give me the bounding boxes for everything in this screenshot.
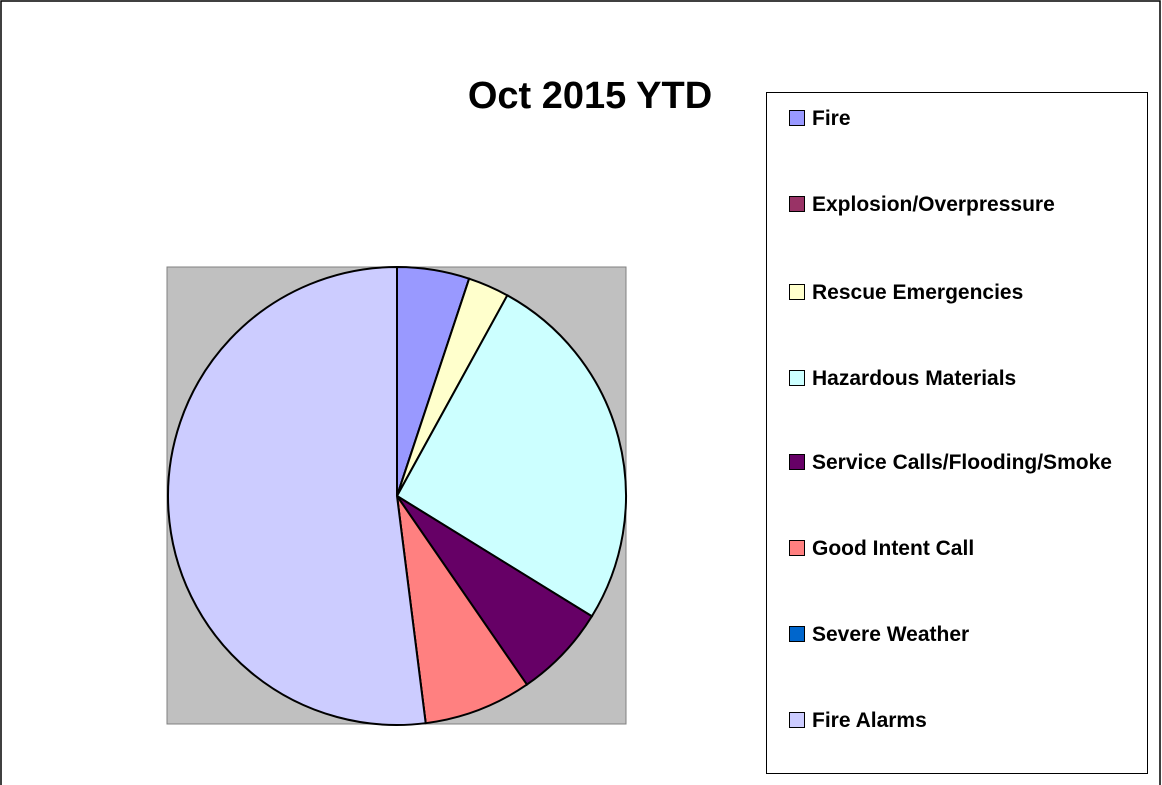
legend-swatch (789, 284, 805, 300)
pie-slice (395, 293, 627, 618)
legend-swatch (789, 626, 805, 642)
chart-title: Oct 2015 YTD (468, 75, 712, 117)
legend-item: Rescue Emergencies (789, 275, 1134, 311)
legend-label: Hazardous Materials (812, 367, 1017, 390)
legend-item: Service Calls/Flooding/Smoke (789, 445, 1134, 481)
pie-slice (167, 265, 427, 726)
legend-swatch (789, 370, 805, 386)
legend-swatch (789, 110, 805, 126)
legend-label: Rescue Emergencies (812, 281, 1024, 304)
legend-swatch (789, 540, 805, 556)
legend: Fire Explosion/Overpressure Rescue Emergen… (766, 92, 1148, 774)
legend-label: Fire (812, 107, 851, 130)
legend-item: Explosion/Overpressure (789, 187, 1134, 223)
legend-item: Good Intent Call (789, 531, 1134, 567)
legend-label: Explosion/Overpressure (812, 193, 1055, 216)
legend-label: Fire Alarms (812, 709, 927, 732)
legend-label: Good Intent Call (812, 537, 975, 560)
legend-item: Severe Weather (789, 617, 1134, 653)
legend-item: Hazardous Materials (789, 361, 1134, 397)
legend-swatch (789, 712, 805, 728)
pie (167, 265, 627, 726)
pie-slice (396, 495, 529, 725)
legend-swatch (789, 454, 805, 470)
legend-label: Service Calls/Flooding/Smoke (812, 451, 1112, 474)
legend-item: Fire (789, 101, 1134, 137)
legend-item: Fire Alarms (789, 703, 1134, 739)
legend-swatch (789, 196, 805, 212)
legend-label: Severe Weather (812, 623, 970, 646)
